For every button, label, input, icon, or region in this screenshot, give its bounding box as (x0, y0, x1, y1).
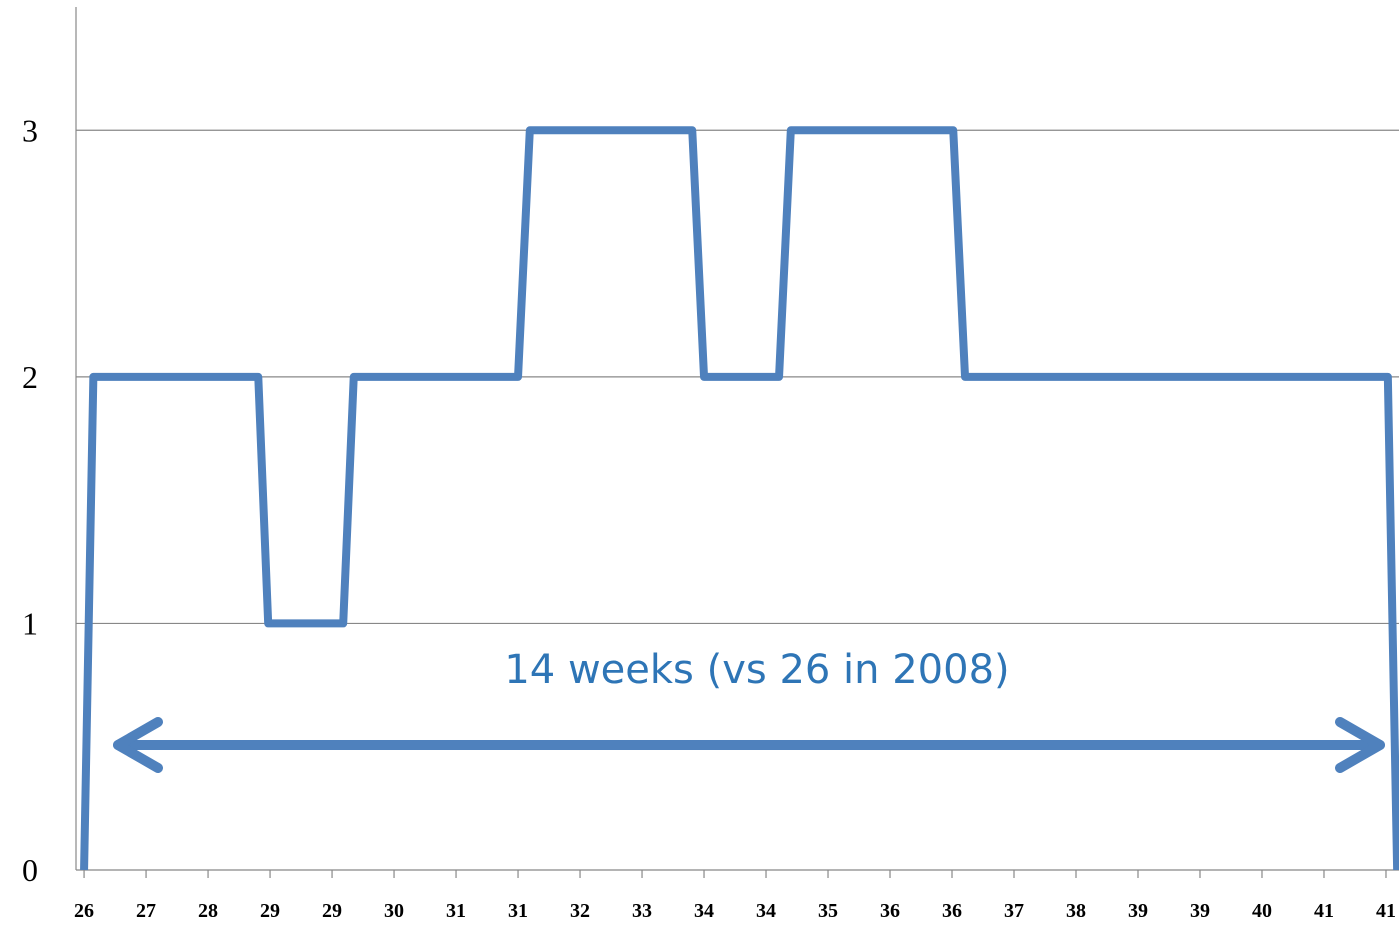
x-tick-label: 31 (446, 900, 466, 922)
x-tick-label: 27 (136, 900, 156, 922)
x-tick-label: 41 (1376, 900, 1396, 922)
x-tick-label: 34 (694, 900, 714, 922)
x-tick-label: 31 (508, 900, 528, 922)
annotation: 14 weeks (vs 26 in 2008) (504, 647, 1009, 693)
x-tick-label: 28 (198, 900, 218, 922)
x-tick-label: 30 (384, 900, 404, 922)
y-tick-label: 1 (22, 605, 38, 641)
x-tick-label: 40 (1252, 900, 1272, 922)
y-tick-label: 2 (22, 359, 38, 395)
x-tick-label: 39 (1190, 900, 1210, 922)
x-tick-label: 33 (632, 900, 652, 922)
data-line (80, 126, 1399, 871)
x-tick-label: 41 (1314, 900, 1334, 922)
y-tick-label: 0 (22, 852, 38, 888)
x-tick-label: 36 (880, 900, 900, 922)
y-tick-label: 3 (22, 112, 38, 148)
x-tick-label: 38 (1066, 900, 1086, 922)
x-tick-label: 29 (322, 900, 342, 922)
x-tick-label: 34 (756, 900, 776, 922)
x-tick-label: 35 (818, 900, 838, 922)
x-tick-label: 32 (570, 900, 590, 922)
x-tick-label: 37 (1004, 900, 1024, 922)
x-tick-label: 26 (74, 900, 94, 922)
x-tick-label: 36 (942, 900, 962, 922)
x-tick-label: 29 (260, 900, 280, 922)
x-tick-label: 39 (1128, 900, 1148, 922)
double-arrow (113, 717, 1385, 773)
